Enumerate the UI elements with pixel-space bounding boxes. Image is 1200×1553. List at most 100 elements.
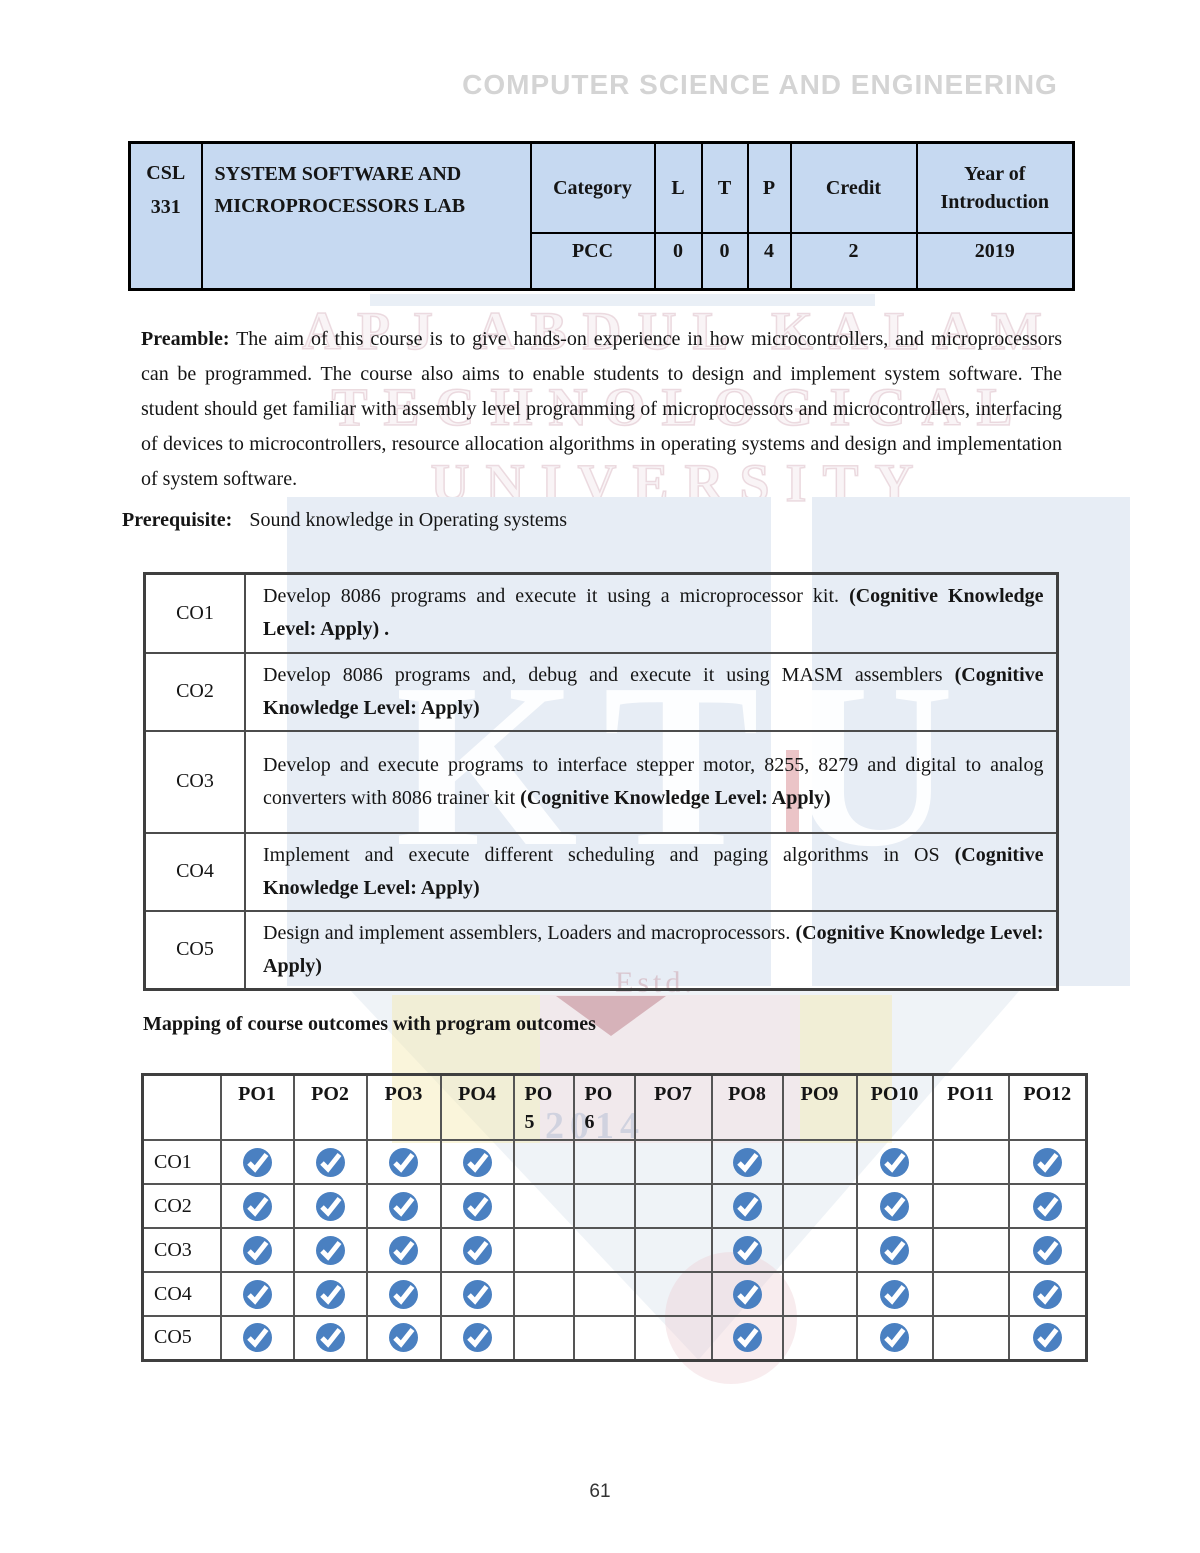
mapping-col-header-po6: PO 6 [572, 1073, 636, 1141]
mapping-cell-co2-po1 [219, 1183, 295, 1229]
check-icon [242, 1235, 272, 1265]
mapping-cell-co2-po12 [1007, 1183, 1088, 1229]
co-row-co1: CO1 Develop 8086 programs and execute it… [143, 572, 1058, 654]
mapping-cell-co2-po11 [931, 1183, 1010, 1229]
course-header-credit: Credit [789, 141, 918, 234]
mapping-cell-co3-po3 [365, 1227, 442, 1273]
mapping-cell-co2-po9 [781, 1183, 858, 1229]
preamble: Preamble: The aim of this course is to g… [141, 322, 1062, 497]
mapping-cell-co4-po12 [1007, 1271, 1088, 1317]
mapping-cell-co3-po10 [855, 1227, 934, 1273]
check-icon [389, 1235, 418, 1265]
check-icon [315, 1323, 345, 1353]
mapping-col-header-po12: PO12 [1007, 1073, 1088, 1141]
mapping-cell-co1-po5 [512, 1139, 575, 1185]
co-knowledge-level: (Cognitive Knowledge Level: Apply) [520, 786, 831, 809]
preamble-text: The aim of this course is to give hands-… [141, 328, 1063, 490]
mapping-row-label: CO1 [141, 1139, 222, 1185]
mapping-cell-co4-po9 [781, 1271, 858, 1317]
page-number: 61 [589, 1481, 611, 1502]
check-icon [462, 1279, 492, 1309]
mapping-cell-co4-po8 [710, 1271, 784, 1317]
mapping-cell-co5-po1 [219, 1315, 295, 1361]
mapping-cell-co4-po2 [292, 1271, 368, 1317]
mapping-row-label: CO4 [141, 1271, 222, 1317]
department-header: COMPUTER SCIENCE AND ENGINEERING [462, 69, 1058, 100]
co-id: CO3 [143, 729, 246, 834]
mapping-col-header-po10: PO10 [855, 1073, 934, 1141]
check-icon [462, 1147, 492, 1177]
mapping-cell-co1-po8 [710, 1139, 784, 1185]
course-header-l: L [653, 141, 703, 234]
course-header-category: Category [529, 141, 656, 234]
co-description: Implement and execute different scheduli… [263, 843, 940, 866]
mapping-row-co1: CO1 [141, 1139, 1088, 1185]
check-icon [389, 1191, 418, 1221]
mapping-cell-co5-po7 [633, 1315, 713, 1361]
mapping-cell-co2-po8 [710, 1183, 784, 1229]
co-row-co4: CO4 Implement and execute different sche… [143, 831, 1058, 912]
co-description: Develop 8086 programs and execute it usi… [263, 585, 840, 608]
co-id: CO5 [143, 909, 246, 990]
course-header-t: T [700, 141, 749, 234]
co-description: Develop 8086 programs and, debug and exe… [263, 663, 943, 686]
prerequisite-label: Prerequisite: [122, 509, 233, 531]
mapping-cell-co5-po6 [572, 1315, 636, 1361]
mapping-cell-co1-po11 [931, 1139, 1010, 1185]
check-icon [732, 1235, 762, 1265]
check-icon [242, 1191, 272, 1221]
mapping-cell-co1-po12 [1007, 1139, 1088, 1185]
mapping-col-header-po3: PO3 [365, 1073, 442, 1141]
mapping-row-label: CO3 [141, 1227, 222, 1273]
course-title: SYSTEM SOFTWARE AND MICROPROCESSORS LAB [200, 141, 532, 291]
check-icon [1032, 1323, 1062, 1353]
co-id: CO1 [143, 572, 246, 654]
course-outcomes-table: CO1 Develop 8086 programs and execute it… [143, 572, 1059, 991]
prerequisite-text: Sound knowledge in Operating systems [249, 509, 568, 531]
course-value-l: 0 [653, 231, 703, 291]
mapping-heading: Mapping of course outcomes with program … [143, 1013, 596, 1035]
mapping-col-header-po1: PO1 [219, 1073, 295, 1141]
mapping-cell-co2-po5 [512, 1183, 575, 1229]
course-value-t: 0 [700, 231, 749, 291]
mapping-corner-cell [141, 1073, 222, 1141]
co-id: CO2 [143, 651, 246, 732]
check-icon [880, 1235, 909, 1265]
mapping-cell-co4-po5 [512, 1271, 575, 1317]
check-icon [315, 1191, 345, 1221]
check-icon [880, 1323, 909, 1353]
check-icon [462, 1323, 492, 1353]
mapping-cell-co4-po6 [572, 1271, 636, 1317]
mapping-cell-co2-po2 [292, 1183, 368, 1229]
co-id: CO4 [143, 831, 246, 912]
check-icon [315, 1147, 345, 1177]
mapping-col-header-po11: PO11 [931, 1073, 1010, 1141]
course-code: CSL 331 [128, 141, 203, 291]
check-icon [462, 1235, 492, 1265]
course-header-p: P [746, 141, 792, 234]
mapping-col-header-po5: PO 5 [512, 1073, 575, 1141]
mapping-cell-co1-po1 [219, 1139, 295, 1185]
mapping-cell-co4-po11 [931, 1271, 1010, 1317]
mapping-cell-co2-po6 [572, 1183, 636, 1229]
mapping-col-header-po9: PO9 [781, 1073, 858, 1141]
mapping-cell-co3-po1 [219, 1227, 295, 1273]
mapping-cell-co2-po7 [633, 1183, 713, 1229]
mapping-row-co3: CO3 [141, 1227, 1088, 1273]
mapping-cell-co5-po8 [710, 1315, 784, 1361]
mapping-cell-co4-po10 [855, 1271, 934, 1317]
mapping-cell-co5-po9 [781, 1315, 858, 1361]
mapping-cell-co4-po1 [219, 1271, 295, 1317]
mapping-cell-co3-po5 [512, 1227, 575, 1273]
check-icon [389, 1323, 418, 1353]
mapping-cell-co3-po4 [439, 1227, 515, 1273]
mapping-cell-co3-po11 [931, 1227, 1010, 1273]
mapping-col-header-po4: PO4 [439, 1073, 515, 1141]
preamble-label: Preamble: [141, 328, 230, 350]
mapping-cell-co3-po12 [1007, 1227, 1088, 1273]
mapping-cell-co4-po3 [365, 1271, 442, 1317]
prerequisite: Prerequisite: Sound knowledge in Operati… [122, 509, 1052, 532]
check-icon [242, 1147, 272, 1177]
mapping-table-body: CO1 CO2 CO3 CO4 CO5 [141, 1139, 1088, 1361]
